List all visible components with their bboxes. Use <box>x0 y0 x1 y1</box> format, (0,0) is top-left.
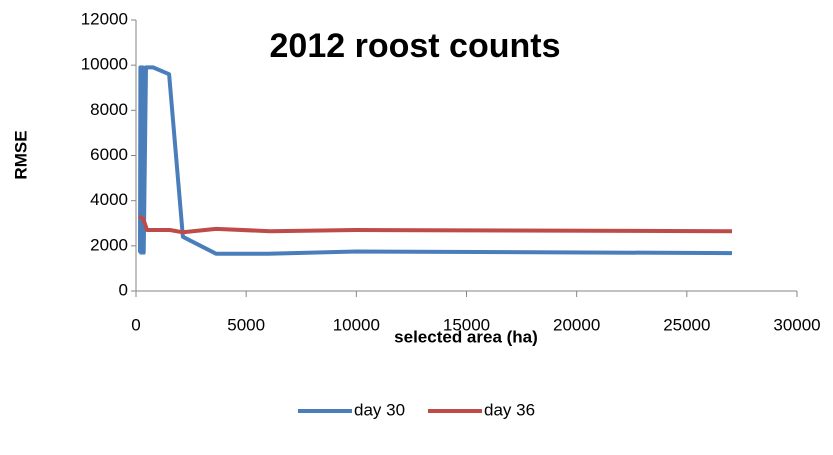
y-axis-label: RMSE <box>11 130 30 179</box>
y-tick-label: 12000 <box>81 9 128 28</box>
x-tick-label: 25000 <box>663 315 710 334</box>
legend-label: day 36 <box>484 400 535 419</box>
y-tick-label: 10000 <box>81 55 128 74</box>
x-tick-label: 10000 <box>333 315 380 334</box>
data-line <box>138 65 733 256</box>
data-line <box>138 214 733 235</box>
y-tick-label: 0 <box>119 280 128 299</box>
y-tick-label: 6000 <box>90 145 128 164</box>
x-tick-label: 20000 <box>553 315 600 334</box>
x-tick-label: 15000 <box>443 315 490 334</box>
y-tick-label: 8000 <box>90 100 128 119</box>
y-tick-label: 2000 <box>90 235 128 254</box>
chart-title: 2012 roost counts <box>270 27 561 65</box>
x-tick-label: 30000 <box>773 315 820 334</box>
x-axis-label: selected area (ha) <box>394 327 538 346</box>
x-tick-label: 5000 <box>227 315 265 334</box>
legend-label: day 30 <box>354 400 405 419</box>
x-tick-label: 0 <box>131 315 140 334</box>
y-tick-label: 4000 <box>90 190 128 209</box>
